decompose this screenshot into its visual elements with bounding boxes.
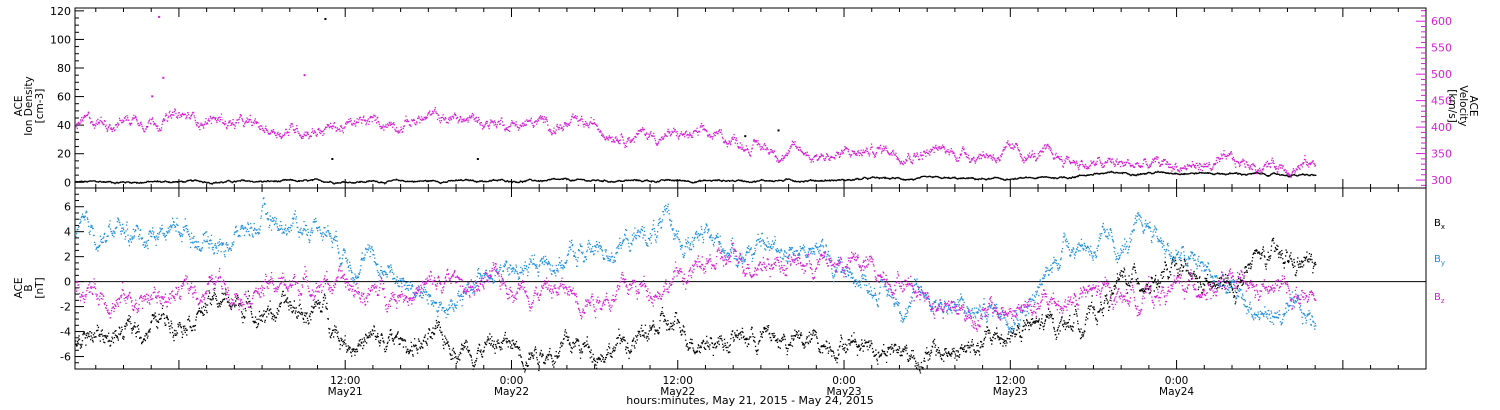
top-right-tick-label: 350 [1431,148,1452,161]
bottom-left-tick-label: -4 [60,326,71,339]
x-tick-date: May22 [660,386,695,398]
series-ion-density-points [75,170,1317,185]
top-left-label-line3: [cm-3] [34,89,46,124]
top-right-tick-label: 450 [1431,95,1452,108]
bottom-left-tick-label: -6 [60,351,71,364]
x-tick-time: 12:00 [995,375,1025,387]
top-right-axis: 300 350 400 450 500 550 600 [1416,10,1452,187]
top-left-label-line1: ACE [13,96,25,117]
top-right-tick-label: 300 [1431,174,1452,187]
series-bx-points [75,237,1317,374]
bottom-legend: Bx By Bz [1434,218,1445,305]
bottom-data-layer [75,197,1317,374]
x-axis: 12:00May210:00May2212:00May220:00May2312… [95,8,1427,398]
x-tick-time: 0:00 [500,375,524,387]
series-bz [75,242,1317,332]
top-left-axis: 0 20 40 60 80 100 120 [50,5,84,189]
series-bx [75,237,1317,374]
x-tick-time: 12:00 [330,375,360,387]
legend-by: By [1434,254,1445,267]
top-right-axis-label: ACE Velocity [km/s] [1446,85,1479,126]
x-tick-date: May21 [328,386,363,398]
series-velocity [75,15,1317,178]
series-velocity-spike-point [303,74,306,77]
top-right-label-line2: Velocity [1457,85,1469,126]
top-panel-frame [74,7,1427,189]
bottom-left-axis: -6 -4 -2 0 2 4 6 [60,193,84,364]
bottom-left-label-line3: [nT] [34,277,46,298]
bottom-left-label-line1: ACE [13,278,25,299]
bottom-left-label-line2: B [23,284,35,291]
x-tick-date: May23 [826,386,861,398]
top-data-layer [75,15,1317,185]
bottom-left-tick-label: -2 [60,301,71,314]
top-right-tick-label: 400 [1431,121,1452,134]
series-ion-density-spike-point [331,158,334,160]
top-right-tick-label: 500 [1431,68,1452,81]
top-left-label-line2: Ion Density [23,76,35,135]
top-left-tick-label: 60 [57,91,71,104]
bottom-left-tick-label: 4 [64,226,71,239]
series-velocity-spike-point [151,95,154,98]
top-left-tick-label: 80 [57,62,71,75]
top-left-axis-label: ACE Ion Density [cm-3] [13,76,46,135]
series-ion-density-spike-point [476,158,479,160]
series-by-points [75,197,1317,334]
bottom-panel-frame [74,187,1427,370]
series-velocity-spike-point [162,76,165,79]
x-tick-date: May22 [494,386,529,398]
x-tick-date: May23 [993,386,1028,398]
bottom-panel: -6 -4 -2 0 2 4 6 ACE B [nT] Bx By Bz [13,187,1445,374]
top-right-label-line1: ACE [1467,96,1479,117]
top-right-tick-label: 550 [1431,42,1452,55]
series-bz-points [75,242,1317,332]
legend-bz: Bz [1434,292,1445,305]
bottom-left-tick-label: 6 [64,201,71,214]
top-left-tick-label: 40 [57,119,71,132]
series-ion-density-spike-point [744,135,747,138]
series-velocity-points [75,107,1317,178]
series-velocity-spike-point [158,15,161,18]
bottom-left-axis-label: ACE B [nT] [13,277,46,298]
bottom-left-tick-label: 0 [64,276,71,289]
series-ion-density [75,18,1317,185]
top-right-label-line3: [km/s] [1446,89,1458,123]
x-tick-time: 12:00 [663,375,693,387]
legend-bx: Bx [1434,218,1445,231]
series-ion-density-spike-point [777,129,780,132]
series-by [75,197,1317,334]
top-left-tick-label: 0 [64,176,71,189]
top-panel: 0 20 40 60 80 100 120 300 350 400 450 500 550 600 AC… [13,5,1479,189]
x-tick-date: May24 [1159,386,1194,398]
x-axis-title: hours:minutes, May 21, 2015 - May 24, 20… [626,394,874,407]
top-left-tick-label: 120 [50,5,71,18]
x-tick-time: 0:00 [1165,375,1189,387]
bottom-left-tick-label: 2 [64,251,71,264]
top-right-tick-label: 600 [1431,15,1452,28]
series-ion-density-spike-point [324,18,327,20]
top-left-tick-label: 100 [50,33,71,46]
top-left-tick-label: 20 [57,148,71,161]
x-tick-time: 0:00 [832,375,856,387]
